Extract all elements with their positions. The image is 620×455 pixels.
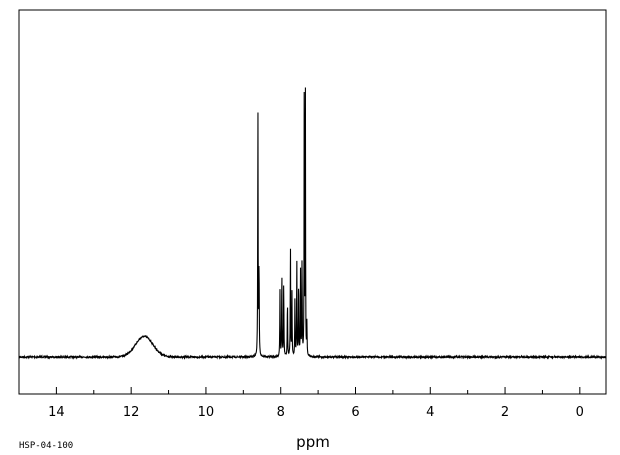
x-tick-label: 8 <box>277 405 285 420</box>
x-tick-label: 10 <box>198 405 215 420</box>
x-axis-tick-labels: 14 12 10 8 6 4 2 0 <box>48 405 584 420</box>
x-tick-label: 14 <box>48 405 65 420</box>
x-axis-title: ppm <box>296 433 330 451</box>
x-axis-ticks <box>18 387 581 394</box>
spectrum-trace <box>18 87 607 360</box>
x-tick-label: 4 <box>426 405 434 420</box>
x-tick-label: 6 <box>351 405 359 420</box>
plot-frame <box>18 9 607 395</box>
x-tick-label: 2 <box>501 405 509 420</box>
x-tick-label: 0 <box>576 405 584 420</box>
sample-id-label: HSP-04-100 <box>19 441 73 451</box>
x-tick-label: 12 <box>123 405 140 420</box>
